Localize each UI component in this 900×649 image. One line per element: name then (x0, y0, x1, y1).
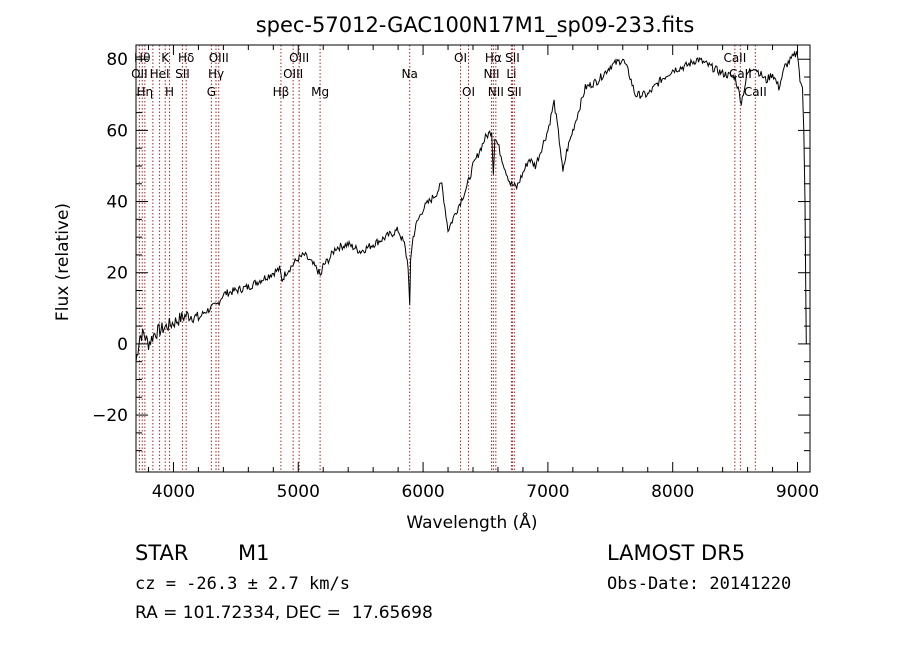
line-marker-label: OIII (209, 51, 229, 65)
y-tick-label: −20 (92, 406, 128, 426)
line-marker-label: SII (175, 67, 190, 81)
line-marker-label: SII (507, 85, 522, 99)
line-marker-label: HeI (150, 67, 170, 81)
x-tick-label: 4000 (152, 482, 195, 502)
y-tick-label: 60 (106, 121, 128, 141)
y-tick-label: 0 (117, 335, 128, 355)
line-marker-label: CaII (723, 51, 746, 65)
axes: 4000 5000 6000 7000 8000 9000 −20 0 20 40 60 80 (92, 45, 819, 502)
survey-name: LAMOST DR5 (607, 541, 746, 565)
x-axis-label: Wavelength (Å) (406, 511, 537, 533)
line-marker-label: OI (462, 85, 475, 99)
plot-frame (135, 44, 811, 473)
object-subclass: M1 (238, 541, 270, 565)
line-marker-label: SII (505, 51, 520, 65)
x-tick-label: 8000 (651, 482, 694, 502)
line-marker-label: Hα (485, 51, 502, 65)
line-marker-label: Hγ (208, 67, 224, 81)
line-marker-label: Li (506, 67, 516, 81)
emission-line-labels: OIIHθHηHeIKHSIIHδGHγOIIIHβOIIIOIIIMgNaOI… (131, 51, 767, 99)
x-tick-label: 5000 (277, 482, 320, 502)
line-marker-label: OIII (289, 51, 309, 65)
y-tick-label: 20 (106, 264, 128, 284)
spectrum-line (135, 50, 807, 362)
line-marker-label: CaII (744, 85, 767, 99)
line-marker-label: G (207, 85, 216, 99)
line-marker-label: H (165, 85, 174, 99)
line-marker-label: OI (454, 51, 467, 65)
emission-line-markers (138, 45, 756, 472)
line-marker-label: Hθ (134, 51, 150, 65)
x-tick-label: 6000 (401, 482, 444, 502)
line-marker-label: Hη (137, 85, 154, 99)
line-marker-label: Hβ (273, 85, 290, 99)
x-tick-label: 7000 (526, 482, 569, 502)
y-tick-label: 80 (106, 50, 128, 70)
y-tick-label: 40 (106, 193, 128, 213)
observation-date: Obs-Date: 20141220 (607, 574, 792, 594)
line-marker-label: Hδ (178, 51, 194, 65)
y-axis-label: Flux (relative) (53, 203, 73, 321)
object-class: STAR (135, 541, 189, 565)
x-tick-label: 9000 (776, 482, 819, 502)
line-marker-label: OII (131, 67, 148, 81)
coordinates: RA = 101.72334, DEC = 17.65698 (135, 603, 433, 623)
line-marker-label: CaII (729, 67, 752, 81)
redshift-value: cz = -26.3 ± 2.7 km/s (135, 574, 350, 594)
line-marker-label: K (161, 51, 170, 65)
line-marker-label: NII (483, 67, 499, 81)
line-marker-label: NII (488, 85, 504, 99)
chart-title: spec-57012-GAC100N17M1_sp09-233.fits (256, 13, 695, 38)
line-marker-label: OIII (283, 67, 303, 81)
line-marker-label: Mg (311, 85, 329, 99)
line-marker-label: Na (402, 67, 418, 81)
